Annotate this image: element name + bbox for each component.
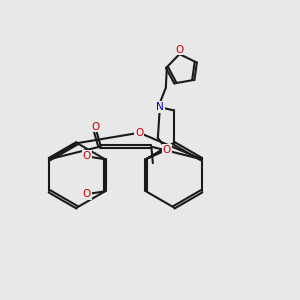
- Text: O: O: [163, 145, 171, 155]
- Text: O: O: [163, 145, 171, 155]
- Text: O: O: [82, 189, 91, 199]
- Text: O: O: [176, 45, 184, 55]
- Text: O: O: [176, 45, 184, 55]
- Text: O: O: [82, 151, 91, 161]
- Text: O: O: [91, 122, 99, 131]
- Text: O: O: [135, 128, 143, 138]
- Text: O: O: [135, 128, 143, 138]
- Text: N: N: [156, 102, 164, 112]
- Text: N: N: [156, 102, 164, 112]
- Text: O: O: [91, 122, 99, 131]
- Text: O: O: [82, 189, 91, 199]
- Text: O: O: [82, 151, 91, 161]
